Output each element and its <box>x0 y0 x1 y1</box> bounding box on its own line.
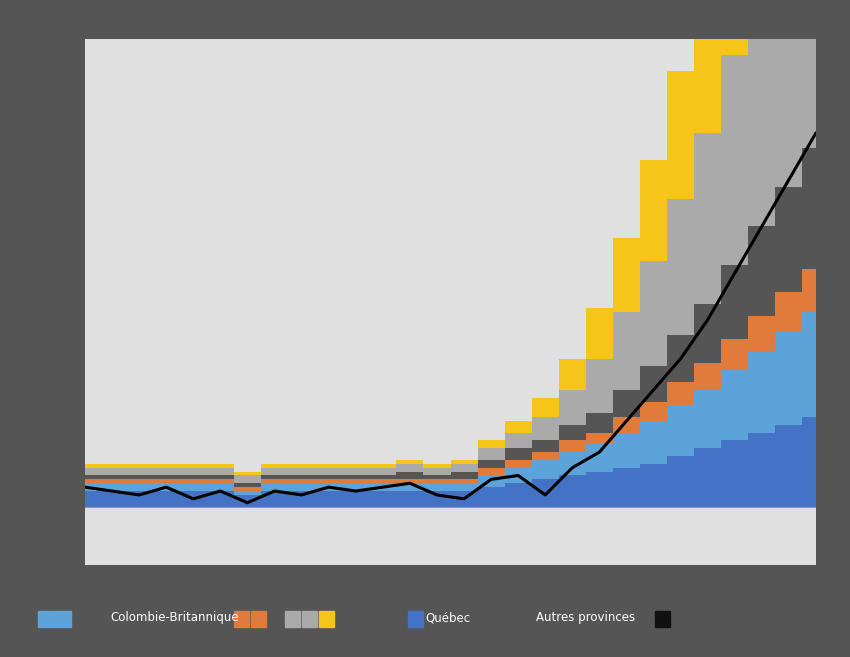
Text: Autres provinces: Autres provinces <box>536 611 635 624</box>
Text: Colombie-Britannique: Colombie-Britannique <box>110 611 239 624</box>
Text: Québec: Québec <box>425 611 470 624</box>
